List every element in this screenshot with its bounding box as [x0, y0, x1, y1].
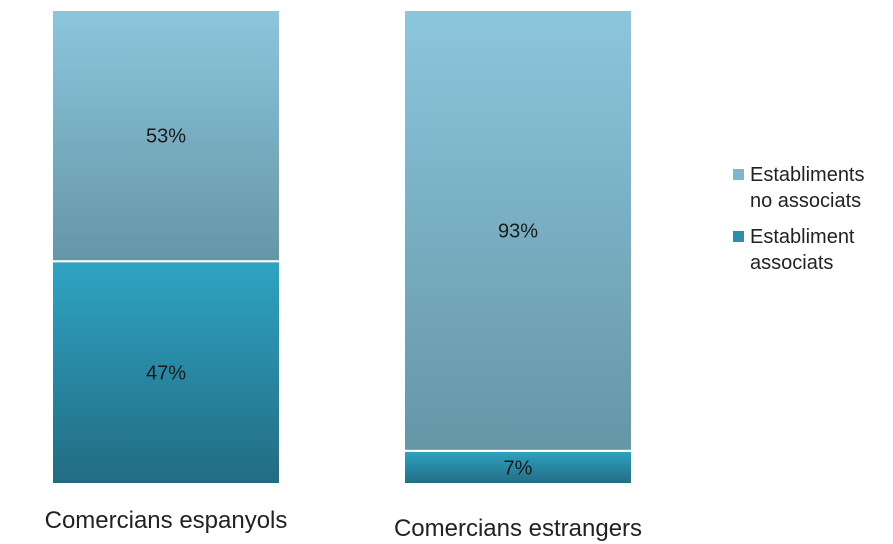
legend-swatch-associats: [733, 231, 744, 242]
data-label: 53%: [146, 126, 186, 148]
legend-item-associats: Establiment associats: [733, 224, 893, 276]
legend-label-line1: Establiments: [750, 164, 865, 186]
data-label: 93%: [498, 220, 538, 242]
legend-label-line1: Establiment: [750, 226, 855, 248]
bar-segment-no-associats-1: [51, 9, 281, 263]
legend: Establiments no associats Establiment as…: [733, 162, 893, 286]
legend-item-no-associats: Establiments no associats: [733, 162, 893, 214]
data-label: 47%: [146, 363, 186, 385]
bar-segment-no-associats-2: [403, 9, 633, 452]
legend-label-line2: no associats: [750, 190, 862, 212]
data-label: 7%: [504, 457, 533, 479]
category-label: Comercians espanyols: [45, 507, 288, 534]
legend-label-line2: associats: [750, 252, 834, 274]
bar-segment-associats-1: [51, 260, 281, 485]
category-label: Comercians estrangers: [394, 515, 642, 542]
legend-swatch-no-associats: [733, 169, 744, 180]
